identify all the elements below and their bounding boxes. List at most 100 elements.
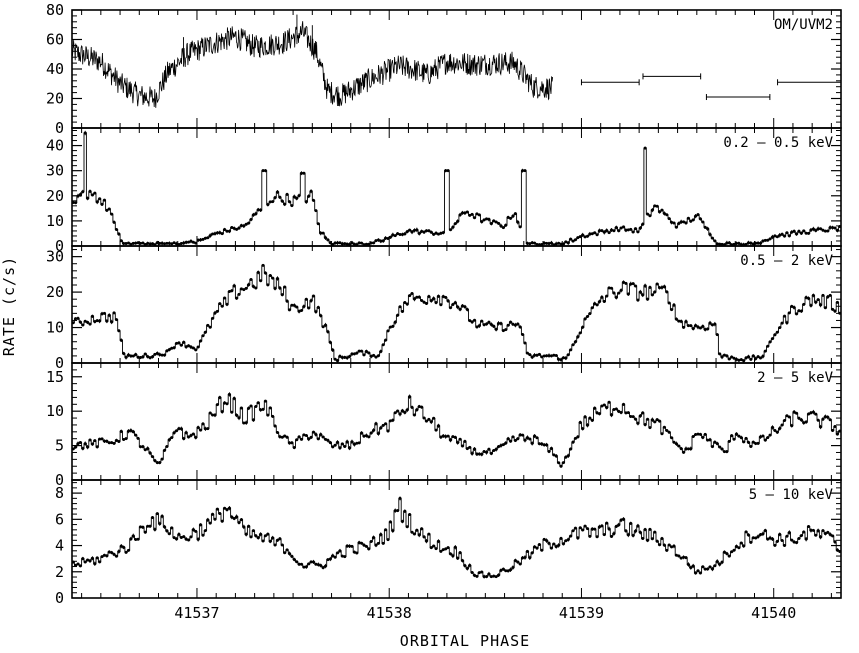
data-point xyxy=(307,306,311,310)
data-point xyxy=(766,436,770,440)
data-point xyxy=(785,321,789,325)
data-point xyxy=(626,533,630,537)
data-point xyxy=(316,563,320,567)
data-point xyxy=(694,571,698,575)
data-point xyxy=(369,431,373,435)
data-point xyxy=(189,239,193,243)
data-point xyxy=(343,445,347,449)
data-point xyxy=(280,435,284,439)
data-point xyxy=(494,447,498,451)
data-point xyxy=(179,241,183,245)
data-point xyxy=(631,282,635,286)
data-point xyxy=(403,509,407,513)
data-point xyxy=(749,540,753,544)
y-axis-label: RATE (c/s) xyxy=(0,256,18,356)
data-point xyxy=(749,357,753,361)
data-point xyxy=(559,358,563,362)
data-point xyxy=(583,235,587,239)
data-point xyxy=(622,517,626,521)
data-point xyxy=(163,448,167,452)
data-point xyxy=(448,306,452,310)
y-tick-label: 4 xyxy=(55,537,64,555)
data-point xyxy=(74,317,78,321)
data-point xyxy=(763,238,767,242)
data-point xyxy=(326,238,330,242)
data-point xyxy=(722,550,726,554)
data-point xyxy=(641,411,645,415)
data-point xyxy=(352,242,356,246)
data-point xyxy=(763,349,767,353)
data-point xyxy=(648,285,652,289)
data-point xyxy=(427,532,431,536)
data-point xyxy=(456,441,460,445)
data-point xyxy=(722,450,726,454)
data-point xyxy=(374,543,378,547)
data-point xyxy=(432,416,436,420)
data-point xyxy=(348,354,352,358)
data-point xyxy=(468,213,472,217)
panel-2: 0 10 20 30 40 0.2 – 0.5 keV xyxy=(46,127,842,255)
data-point xyxy=(737,546,741,550)
data-point xyxy=(694,323,698,327)
data-point xyxy=(117,439,121,443)
data-point xyxy=(446,299,450,303)
data-point xyxy=(658,210,662,214)
data-point xyxy=(771,337,775,341)
data-point xyxy=(275,190,279,194)
data-point xyxy=(761,239,765,243)
data-point xyxy=(468,563,472,567)
data-point xyxy=(554,454,558,458)
data-point xyxy=(444,295,448,299)
data-point xyxy=(682,450,686,454)
data-point xyxy=(588,312,592,316)
data-point xyxy=(528,242,532,246)
data-point xyxy=(251,529,255,533)
data-point xyxy=(590,232,594,236)
data-point xyxy=(372,536,376,540)
data-point xyxy=(98,197,102,201)
data-point xyxy=(504,328,508,332)
panel-label: 0.5 – 2 keV xyxy=(740,253,833,269)
data-point xyxy=(648,426,652,430)
data-point xyxy=(441,434,445,438)
data-point xyxy=(545,354,549,358)
data-point xyxy=(102,311,106,315)
data-point xyxy=(768,536,772,540)
data-point xyxy=(778,326,782,330)
data-point xyxy=(126,353,130,357)
data-point xyxy=(110,441,114,445)
data-point xyxy=(571,343,575,347)
data-point xyxy=(400,520,404,524)
data-point xyxy=(187,538,191,542)
data-point xyxy=(542,537,546,541)
data-point xyxy=(163,242,167,246)
data-point xyxy=(754,241,758,245)
data-point xyxy=(417,404,421,408)
data-point xyxy=(324,564,328,568)
data-point xyxy=(275,276,279,280)
data-point xyxy=(497,573,501,577)
data-point xyxy=(218,302,222,306)
data-point xyxy=(254,286,258,290)
data-point xyxy=(374,422,378,426)
data-point xyxy=(701,436,705,440)
data-point xyxy=(749,241,753,245)
data-point xyxy=(595,411,599,415)
data-point xyxy=(110,212,114,216)
data-point xyxy=(468,319,472,323)
data-point xyxy=(76,562,80,566)
data-point xyxy=(319,231,323,235)
data-point xyxy=(501,226,505,230)
data-point xyxy=(364,242,368,246)
data-point xyxy=(434,428,438,432)
data-point xyxy=(787,415,791,419)
data-point xyxy=(129,429,133,433)
data-point xyxy=(458,437,462,441)
data-point xyxy=(670,220,674,224)
data-point xyxy=(114,438,118,442)
data-point xyxy=(465,308,469,312)
data-point xyxy=(641,293,645,297)
data-point xyxy=(643,528,647,532)
data-point xyxy=(533,545,537,549)
data-point xyxy=(823,306,827,310)
